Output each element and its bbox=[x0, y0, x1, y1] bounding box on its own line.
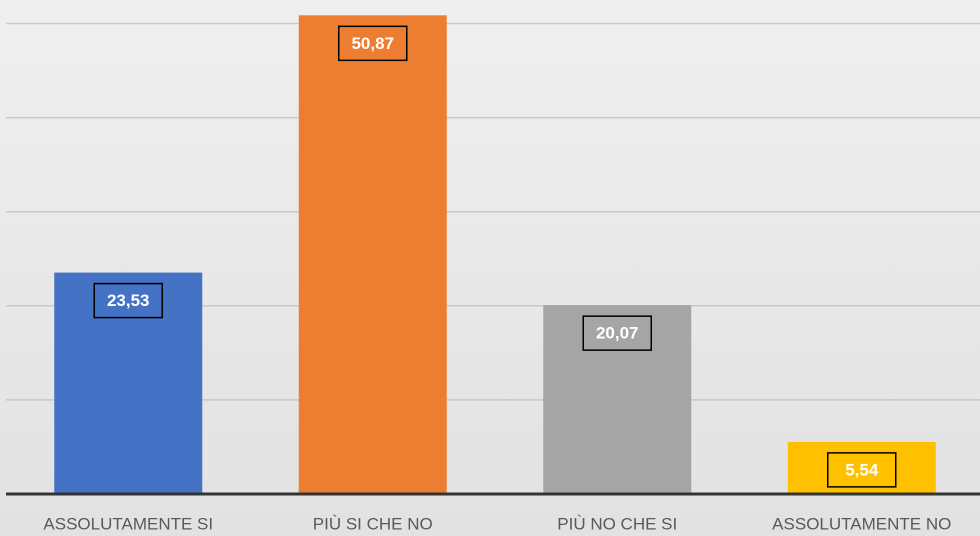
data-label-box bbox=[827, 452, 897, 488]
x-tick-label: ASSOLUTAMENTE SI bbox=[43, 514, 213, 533]
data-label: 23,53 bbox=[107, 291, 150, 310]
bar bbox=[54, 272, 203, 494]
x-tick-label: ASSOLUTAMENTE NO bbox=[772, 514, 951, 533]
data-label-box bbox=[582, 315, 652, 351]
bar bbox=[543, 305, 692, 494]
data-label: 50,87 bbox=[351, 34, 394, 53]
x-tick-label: PIÙ NO CHE SI bbox=[557, 514, 677, 533]
x-tick-label: PIÙ SI CHE NO bbox=[313, 514, 433, 533]
data-label: 5,54 bbox=[845, 460, 879, 479]
data-label-box bbox=[338, 25, 408, 62]
data-label: 20,07 bbox=[596, 324, 639, 343]
bar bbox=[298, 15, 447, 494]
data-label-box bbox=[93, 282, 163, 319]
bar bbox=[787, 441, 936, 494]
